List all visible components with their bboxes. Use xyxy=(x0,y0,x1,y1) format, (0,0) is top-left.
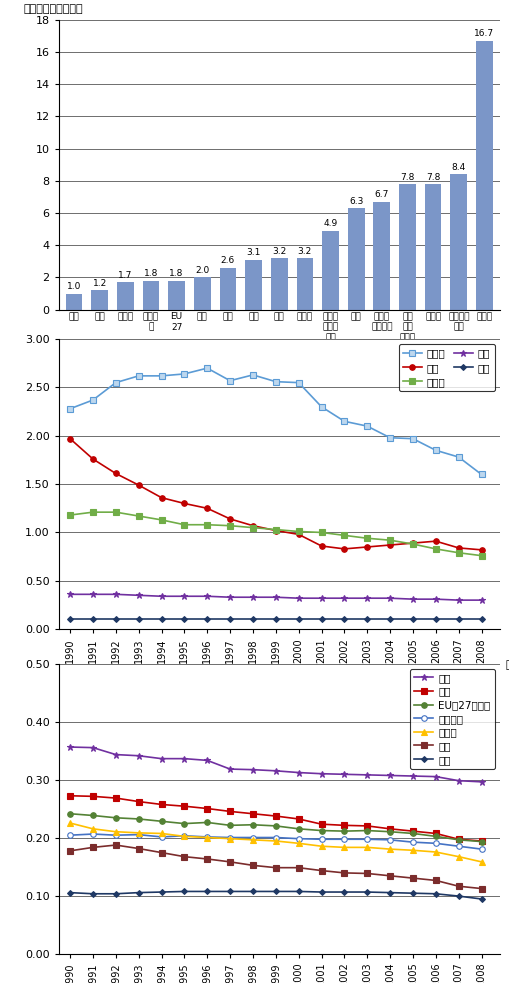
Text: 2.6: 2.6 xyxy=(220,257,235,265)
Bar xyxy=(296,259,313,310)
Text: 3.2: 3.2 xyxy=(297,247,312,256)
Bar xyxy=(168,281,185,310)
Bar xyxy=(475,40,492,310)
Text: 4.9: 4.9 xyxy=(323,219,337,228)
Bar xyxy=(373,202,389,310)
Bar xyxy=(91,290,108,310)
Text: 6.3: 6.3 xyxy=(348,197,362,205)
Text: 1.2: 1.2 xyxy=(92,279,106,288)
Text: （年）: （年） xyxy=(504,660,509,669)
Bar xyxy=(219,267,236,310)
Text: 3.2: 3.2 xyxy=(272,247,286,256)
Text: 1.0: 1.0 xyxy=(67,282,81,291)
Text: 1.8: 1.8 xyxy=(169,269,183,278)
Bar xyxy=(449,174,466,310)
Text: 16.7: 16.7 xyxy=(473,29,494,38)
Bar xyxy=(322,231,338,310)
Text: 2.0: 2.0 xyxy=(195,266,209,275)
Bar xyxy=(117,282,133,310)
Bar xyxy=(143,281,159,310)
Text: 1.8: 1.8 xyxy=(144,269,158,278)
Text: （指数　日本＝１）: （指数 日本＝１） xyxy=(23,4,83,14)
Bar xyxy=(424,184,441,310)
Bar xyxy=(66,294,82,310)
Legend: ロシア, 中国, インド, 世界, 日本: ロシア, 中国, インド, 世界, 日本 xyxy=(398,344,494,391)
Text: 8.4: 8.4 xyxy=(451,163,465,172)
Bar xyxy=(347,208,364,310)
Text: 1.7: 1.7 xyxy=(118,271,132,280)
Text: 7.8: 7.8 xyxy=(425,173,439,182)
Text: 7.8: 7.8 xyxy=(400,173,414,182)
Bar xyxy=(270,259,287,310)
Bar xyxy=(245,260,262,310)
Text: 6.7: 6.7 xyxy=(374,191,388,200)
Bar xyxy=(193,277,210,310)
Bar xyxy=(399,184,415,310)
Legend: 世界, 米国, EU（27カ国）, フランス, ドイツ, 英国, 日本: 世界, 米国, EU（27カ国）, フランス, ドイツ, 英国, 日本 xyxy=(409,668,494,769)
Text: 3.1: 3.1 xyxy=(246,249,260,258)
